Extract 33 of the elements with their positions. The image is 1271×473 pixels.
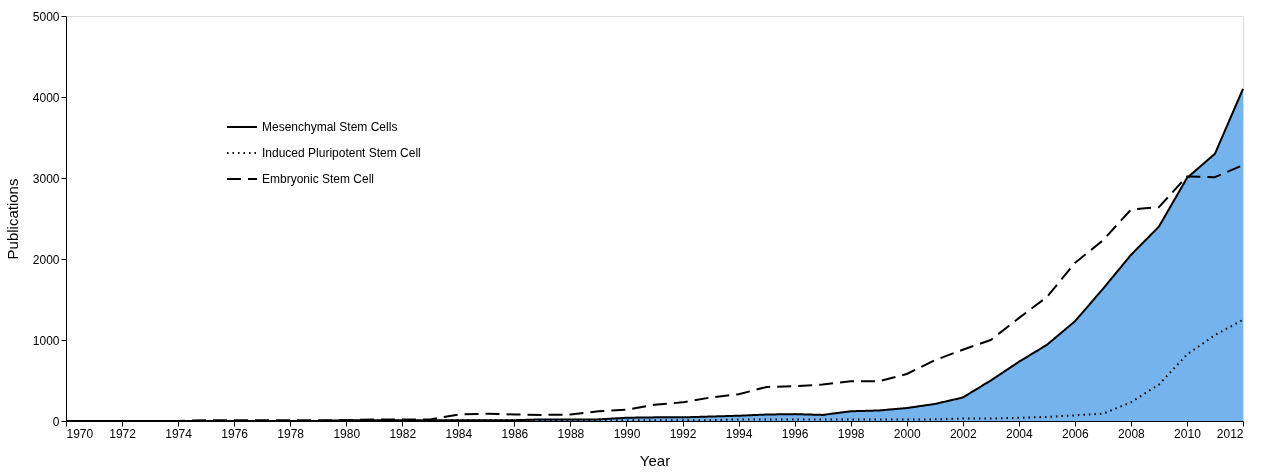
- x-tick-label: 1974: [165, 426, 193, 441]
- x-tick-label: 1998: [837, 426, 865, 441]
- x-tick-label: 2012: [1216, 426, 1244, 441]
- x-tick-label: 1972: [109, 426, 137, 441]
- x-tick-label: 1990: [613, 426, 641, 441]
- x-tick-label: 2000: [893, 426, 921, 441]
- x-tick-label: 2010: [1174, 426, 1202, 441]
- x-tick-label: 2006: [1062, 426, 1090, 441]
- x-tick-label: 1992: [669, 426, 697, 441]
- x-tick-label: 1976: [221, 426, 249, 441]
- x-axis-title: Year: [639, 451, 671, 469]
- x-tick-label: 1980: [333, 426, 361, 441]
- y-tick-label: 2000: [32, 252, 60, 267]
- x-tick-label: 1994: [725, 426, 753, 441]
- x-tick-label: 1982: [389, 426, 417, 441]
- legend-label: Induced Pluripotent Stem Cell: [262, 146, 421, 160]
- y-tick-label: 5000: [32, 9, 60, 24]
- legend-label: Embryonic Stem Cell: [262, 172, 375, 186]
- x-tick-label: 1988: [557, 426, 585, 441]
- x-tick-label: 2002: [949, 426, 977, 441]
- legend-label: Mesenchymal Stem Cells: [262, 120, 398, 134]
- y-axis-title: Publications: [3, 178, 21, 260]
- x-tick-label: 2008: [1118, 426, 1146, 441]
- x-tick-label: 1978: [277, 426, 305, 441]
- x-tick-label: 1984: [445, 426, 473, 441]
- y-tick-label: 0: [52, 414, 60, 429]
- y-tick-label: 3000: [32, 171, 60, 186]
- x-tick-label: 2004: [1005, 426, 1033, 441]
- x-tick-label: 1996: [781, 426, 809, 441]
- y-tick-label: 4000: [32, 90, 60, 105]
- y-tick-label: 1000: [32, 333, 60, 348]
- x-tick-label: 1970: [66, 426, 94, 441]
- x-tick-label: 1986: [501, 426, 529, 441]
